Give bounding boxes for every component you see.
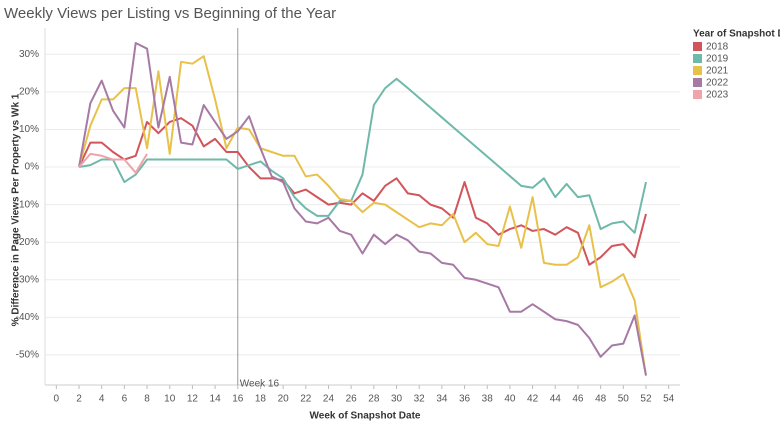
x-tick-label: 14 <box>210 394 222 405</box>
legend-title: Year of Snapshot Date <box>693 29 780 40</box>
x-tick-label: 38 <box>482 394 494 405</box>
legend-swatch <box>693 78 702 87</box>
x-axis-title: Week of Snapshot Date <box>310 411 421 422</box>
x-tick-label: 36 <box>459 394 471 405</box>
legend-label: 2018 <box>706 42 729 53</box>
x-tick-label: 46 <box>572 394 584 405</box>
y-tick-label: 30% <box>19 49 39 60</box>
x-tick-label: 8 <box>144 394 150 405</box>
y-tick-label: -50% <box>16 350 39 361</box>
x-tick-label: 32 <box>414 394 426 405</box>
legend-label: 2022 <box>706 78 729 89</box>
legend-swatch <box>693 42 702 51</box>
x-tick-label: 6 <box>122 394 128 405</box>
x-tick-label: 26 <box>346 394 358 405</box>
x-tick-label: 22 <box>300 394 312 405</box>
legend-label: 2021 <box>706 66 729 77</box>
y-tick-label: -10% <box>16 199 39 210</box>
x-tick-label: 12 <box>187 394 199 405</box>
series-line <box>78 77 647 234</box>
y-tick-label: 10% <box>19 124 39 135</box>
x-tick-label: 44 <box>550 394 562 405</box>
legend-label: 2019 <box>706 54 729 65</box>
x-tick-label: 54 <box>663 394 675 405</box>
x-tick-label: 28 <box>368 394 380 405</box>
y-tick-label: -30% <box>16 274 39 285</box>
y-tick-label: -40% <box>16 312 39 323</box>
y-axis-title: % Difference in Page Views Per Property … <box>11 93 22 326</box>
x-tick-label: 20 <box>278 394 290 405</box>
x-tick-label: 52 <box>640 394 652 405</box>
reference-label: Week 16 <box>240 379 280 390</box>
legend-swatch <box>693 90 702 99</box>
x-tick-label: 4 <box>99 394 105 405</box>
x-tick-label: 48 <box>595 394 607 405</box>
legend-swatch <box>693 66 702 75</box>
x-tick-label: 24 <box>323 394 335 405</box>
y-tick-label: -20% <box>16 237 39 248</box>
series-line <box>78 152 148 174</box>
x-tick-label: 0 <box>54 394 60 405</box>
x-tick-label: 40 <box>504 394 516 405</box>
x-tick-label: 42 <box>527 394 539 405</box>
x-tick-label: 2 <box>76 394 82 405</box>
x-tick-label: 30 <box>391 394 403 405</box>
y-tick-label: 20% <box>19 87 39 98</box>
legend-swatch <box>693 54 702 63</box>
series-line <box>78 55 647 376</box>
x-tick-label: 10 <box>164 394 176 405</box>
y-tick-label: 0% <box>25 162 40 173</box>
legend-label: 2023 <box>706 90 729 101</box>
x-tick-label: 18 <box>255 394 267 405</box>
x-tick-label: 50 <box>618 394 630 405</box>
x-tick-label: 16 <box>232 394 244 405</box>
series-line <box>78 42 647 376</box>
chart-title: Weekly Views per Listing vs Beginning of… <box>4 5 336 22</box>
x-tick-label: 34 <box>436 394 448 405</box>
